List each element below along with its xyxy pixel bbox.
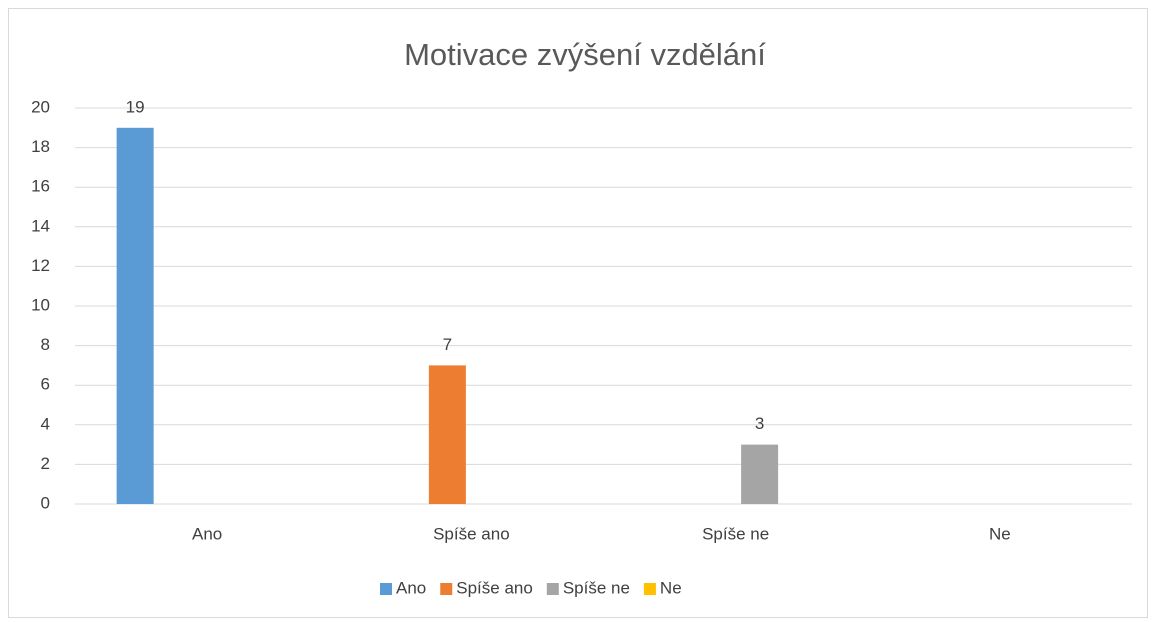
data-label: 19 — [126, 97, 145, 116]
legend-label: Spíše ano — [456, 578, 533, 597]
chart-title: Motivace zvýšení vzdělání — [404, 37, 766, 72]
y-tick-label: 20 — [31, 97, 50, 116]
y-tick-label: 2 — [41, 454, 50, 473]
legend-swatch — [440, 583, 453, 595]
data-label: 7 — [443, 335, 452, 354]
x-tick-label: Ano — [192, 524, 222, 543]
x-tick-label: Ne — [989, 524, 1011, 543]
chart-border — [8, 8, 1148, 618]
x-tick-label: Spíše ano — [433, 524, 510, 543]
data-label: 3 — [755, 414, 764, 433]
legend-label: Spíše ne — [563, 578, 630, 597]
legend-swatch — [643, 583, 656, 595]
y-tick-label: 4 — [41, 414, 50, 433]
y-tick-label: 8 — [41, 335, 50, 354]
y-tick-label: 0 — [41, 493, 50, 512]
legend-swatch — [380, 583, 392, 595]
y-tick-label: 14 — [31, 216, 50, 235]
y-tick-label: 16 — [31, 177, 50, 196]
y-tick-label: 12 — [31, 256, 50, 275]
legend-label: Ano — [396, 578, 426, 597]
y-tick-label: 18 — [31, 137, 50, 156]
x-tick-label: Spíše ne — [702, 524, 769, 543]
y-tick-label: 6 — [41, 375, 50, 394]
bar — [428, 365, 466, 504]
legend-swatch — [546, 583, 559, 595]
y-tick-label: 10 — [31, 295, 50, 314]
legend-label: Ne — [660, 578, 682, 597]
bar — [116, 127, 154, 505]
bar — [741, 444, 779, 504]
